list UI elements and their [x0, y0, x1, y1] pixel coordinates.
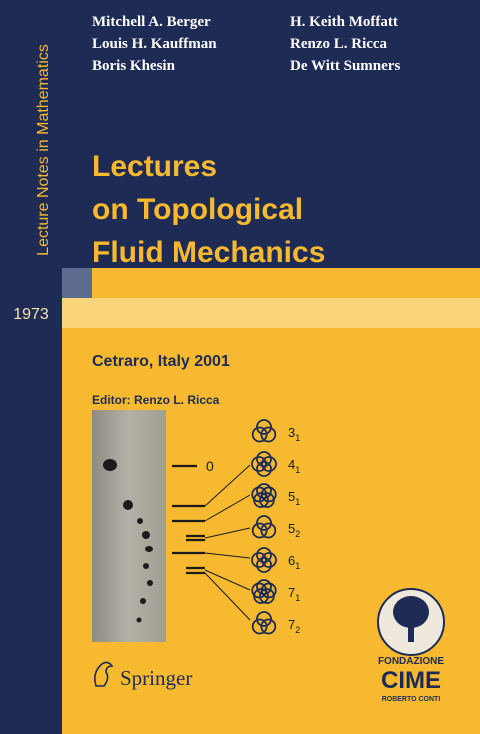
- knot-index: 1: [295, 593, 300, 603]
- logo-tree: [393, 596, 429, 642]
- author: Mitchell A. Berger: [92, 14, 211, 30]
- author: H. Keith Moffatt: [290, 14, 398, 30]
- knot-index: 2: [295, 529, 300, 539]
- knot-lobe: [256, 461, 272, 477]
- knot: [251, 419, 277, 443]
- knot-lobe: [260, 426, 277, 443]
- author: Renzo L. Ricca: [290, 36, 388, 52]
- knot-lobe: [260, 618, 277, 635]
- knot-lobe: [256, 579, 272, 595]
- knot-lobe: [261, 456, 277, 472]
- springer-horse: [94, 661, 114, 687]
- knot-lobe: [256, 547, 272, 563]
- top-panel: [62, 0, 480, 268]
- title-line: Lectures: [92, 150, 217, 183]
- knot-lobe: [251, 456, 267, 472]
- title-line: on Topological: [92, 193, 303, 226]
- knot-label: 41: [288, 457, 300, 475]
- knot-crossings: 7: [288, 585, 295, 600]
- band-markers: [172, 464, 205, 575]
- accent-square: [62, 268, 92, 298]
- knot-crossings: 4: [288, 457, 295, 472]
- knot-lobe: [251, 582, 268, 599]
- knot-lobe: [256, 419, 272, 435]
- gel-bands: [103, 459, 153, 623]
- knot-label: 52: [288, 521, 300, 539]
- knot-lobe: [261, 552, 277, 568]
- knot-lobe: [256, 451, 272, 467]
- location: Cetraro, Italy 2001: [92, 353, 230, 370]
- knot-label: 51: [288, 489, 300, 507]
- knot-lobe: [251, 522, 268, 539]
- knot-lobe: [251, 618, 268, 635]
- volume-band: [62, 298, 480, 328]
- gel-strip: [92, 410, 166, 642]
- knot-lobe: [256, 611, 272, 627]
- title-line: Fluid Mechanics: [92, 236, 325, 269]
- volume-number: 1973: [13, 306, 49, 323]
- knot-lobe: [251, 426, 268, 443]
- knot-lobe: [260, 522, 277, 539]
- publisher: Springer: [120, 666, 192, 690]
- knot-label: 31: [288, 425, 300, 443]
- spine-strip: [0, 0, 62, 734]
- knot-crossings: 6: [288, 553, 295, 568]
- knot-index: 1: [295, 497, 300, 507]
- knot-index: 1: [295, 433, 300, 443]
- knot-label: 71: [288, 585, 300, 603]
- knot-crossings: 3: [288, 425, 295, 440]
- knot-crossings: 5: [288, 521, 295, 536]
- knot: [251, 611, 277, 635]
- knot-lobe: [256, 483, 272, 499]
- author: Louis H. Kauffman: [92, 36, 217, 52]
- zero-label: 0: [206, 458, 214, 474]
- connector-lines: [204, 464, 251, 621]
- author: Boris Khesin: [92, 58, 176, 74]
- series-name: Lecture Notes in Mathematics: [35, 44, 52, 256]
- foundation-line: FONDAZIONE: [378, 656, 444, 667]
- foundation-logo: FONDAZIONE CIME ROBERTO CONTI: [362, 584, 460, 720]
- publisher-logo: Springer: [94, 661, 192, 690]
- editor: Editor: Renzo L. Ricca: [92, 393, 220, 407]
- knot-lobe: [256, 515, 272, 531]
- knot: [251, 547, 277, 573]
- knot: [251, 579, 277, 604]
- knot-crossings: 5: [288, 489, 295, 504]
- knot: [251, 483, 277, 508]
- knot-label: 72: [288, 617, 300, 635]
- knot-lobe: [251, 486, 268, 503]
- knot-index: 1: [295, 561, 300, 571]
- knot: [251, 451, 277, 477]
- knot-crossings: 7: [288, 617, 295, 632]
- foundation-subtitle: ROBERTO CONTI: [382, 696, 441, 703]
- knot-index: 2: [295, 625, 300, 635]
- knot-lobe: [256, 557, 272, 573]
- knot: [251, 515, 277, 539]
- knot-index: 1: [295, 465, 300, 475]
- foundation-name: CIME: [381, 667, 441, 694]
- author: De Witt Sumners: [290, 58, 400, 74]
- knot-lobe: [251, 552, 267, 568]
- knot-label: 61: [288, 553, 300, 571]
